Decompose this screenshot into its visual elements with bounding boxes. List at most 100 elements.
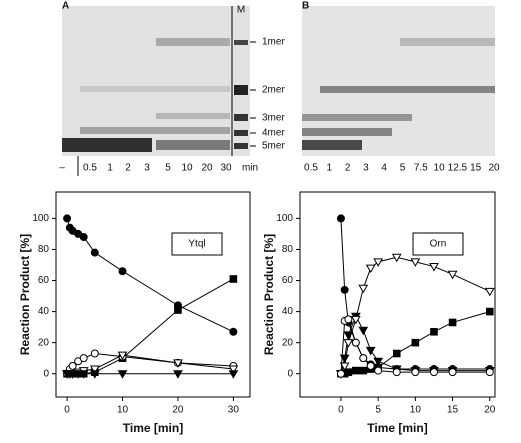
marker — [229, 327, 238, 336]
marker — [344, 315, 353, 324]
marker — [359, 354, 368, 363]
annotation-box — [171, 232, 223, 256]
marker — [174, 306, 182, 314]
y-tick-label: 100 — [32, 213, 49, 224]
y-tick-label: 40 — [38, 306, 50, 317]
y-tick-label: 40 — [282, 306, 294, 317]
gel-image-a — [62, 6, 256, 176]
lane-label: 10 — [434, 163, 446, 174]
lane-label: 4 — [381, 163, 387, 174]
marker — [392, 368, 401, 377]
marker — [68, 361, 77, 370]
marker — [484, 287, 495, 297]
lane-label: 30 — [220, 163, 232, 174]
marker — [118, 267, 127, 276]
x-axis-label: Time [min] — [367, 421, 427, 435]
lane-label: – — [59, 163, 65, 174]
marker — [339, 354, 350, 364]
y-tick-label: 0 — [287, 368, 293, 379]
marker — [336, 214, 345, 223]
band-label: 2mer — [262, 85, 285, 96]
marker — [344, 368, 353, 376]
lane-label: 10 — [181, 163, 193, 174]
marker — [173, 370, 183, 379]
marker-lane-label: M — [237, 5, 245, 16]
marker — [448, 318, 457, 327]
y-tick-label: 0 — [43, 368, 49, 379]
x-tick-label: 20 — [484, 405, 496, 416]
y-tick-label: 60 — [38, 275, 50, 286]
marker — [366, 361, 375, 370]
lane-label: 7.5 — [414, 163, 428, 174]
x-axis-label: Time [min] — [123, 421, 183, 435]
y-axis-label: Reaction Product [%] — [18, 234, 32, 355]
lane-label: 1 — [107, 163, 113, 174]
marker — [411, 368, 420, 377]
lane-label: 3 — [144, 163, 150, 174]
marker — [336, 369, 345, 378]
marker — [358, 284, 369, 294]
marker — [117, 351, 128, 361]
x-tick-label: 0 — [64, 405, 70, 416]
lane-label: 2 — [125, 163, 131, 174]
marker — [90, 349, 99, 358]
gel-image-b — [302, 6, 495, 156]
marker — [373, 258, 384, 267]
marker — [89, 370, 100, 379]
marker — [90, 248, 99, 257]
marker — [358, 326, 369, 336]
marker — [78, 370, 89, 379]
marker — [350, 315, 361, 325]
marker — [411, 338, 420, 347]
y-tick-label: 60 — [282, 275, 294, 286]
marker — [429, 263, 439, 272]
marker — [173, 359, 183, 368]
marker — [343, 339, 354, 348]
x-tick-label: 15 — [447, 405, 459, 416]
y-tick-label: 80 — [38, 244, 50, 255]
x-tick-label: 30 — [228, 405, 240, 416]
annotation: Orn — [430, 239, 447, 250]
plot-frame — [55, 191, 251, 398]
marker — [392, 349, 401, 358]
band-label: 4mer — [262, 128, 285, 139]
marker — [228, 370, 239, 379]
marker — [79, 233, 88, 242]
marker — [410, 258, 421, 267]
lane-label: 5 — [165, 163, 171, 174]
lane-label: 15 — [470, 163, 482, 174]
marker — [365, 346, 376, 356]
marker — [447, 270, 458, 280]
panel-label: B — [302, 1, 309, 12]
band-label: 1mer — [262, 37, 285, 48]
y-tick-label: 20 — [38, 337, 50, 348]
x-tick-label: 10 — [410, 405, 422, 416]
marker — [429, 368, 438, 377]
marker — [339, 362, 350, 371]
marker — [448, 368, 457, 377]
x-tick-label: 0 — [338, 405, 344, 416]
marker — [351, 338, 360, 347]
band-label: 3mer — [262, 113, 285, 124]
lane-label: 2 — [345, 163, 351, 174]
y-tick-label: 20 — [282, 337, 294, 348]
marker — [374, 366, 383, 375]
annotation: Ytql — [188, 239, 205, 250]
lane-label: 5 — [400, 163, 406, 174]
marker — [63, 214, 72, 223]
x-tick-label: 10 — [117, 405, 129, 416]
marker — [365, 264, 376, 274]
panel-label: A — [62, 1, 69, 12]
lane-label: 0.5 — [304, 163, 318, 174]
marker — [485, 368, 494, 377]
x-tick-label: 20 — [172, 405, 184, 416]
lane-unit: min — [242, 163, 258, 174]
marker — [340, 285, 349, 294]
lane-label: 1 — [327, 163, 333, 174]
marker — [352, 366, 360, 375]
marker — [229, 275, 238, 283]
marker — [391, 253, 402, 263]
x-tick-label: 5 — [375, 405, 381, 416]
marker — [359, 366, 368, 375]
